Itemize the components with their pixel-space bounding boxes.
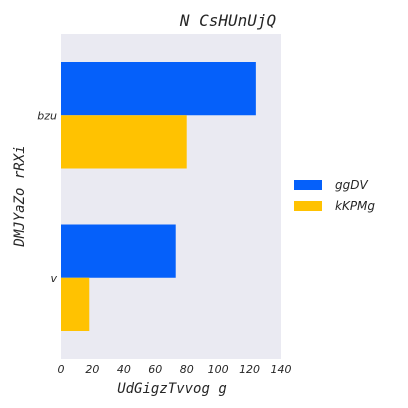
x-tick-label: 140 (271, 363, 292, 376)
chart-title: N CsHUnUjQ (179, 11, 276, 30)
y-ticks-group: bzu v (37, 109, 57, 285)
legend: ggDV kKPMg (294, 178, 375, 213)
legend-swatch-ggDV (294, 180, 322, 190)
x-tick-label: 60 (148, 363, 162, 376)
bar-kKPMg-v (61, 277, 90, 331)
x-tick-label: 80 (180, 363, 194, 376)
x-tick-label: 100 (208, 363, 229, 376)
x-tick-label: 20 (85, 363, 99, 376)
x-ticks-group: 0 20 40 60 80 100 120 140 (58, 363, 292, 376)
legend-swatch-kKPMg (294, 201, 322, 211)
x-tick-label: 40 (117, 363, 131, 376)
x-axis-label: UdGigzTvvog g (117, 381, 227, 397)
bar-ggDV-bzu (61, 62, 256, 116)
bars-group (61, 62, 256, 331)
y-axis-label: DMJYaZo rRXi (12, 145, 28, 247)
legend-label-ggDV: ggDV (335, 178, 368, 192)
y-tick-label: bzu (37, 109, 57, 122)
y-tick-label: v (50, 272, 57, 285)
x-tick-label: 120 (239, 363, 260, 376)
legend-label-kKPMg: kKPMg (335, 199, 375, 213)
x-tick-label: 0 (58, 363, 65, 376)
bar-kKPMg-bzu (61, 115, 187, 169)
bar-ggDV-v (61, 224, 176, 278)
